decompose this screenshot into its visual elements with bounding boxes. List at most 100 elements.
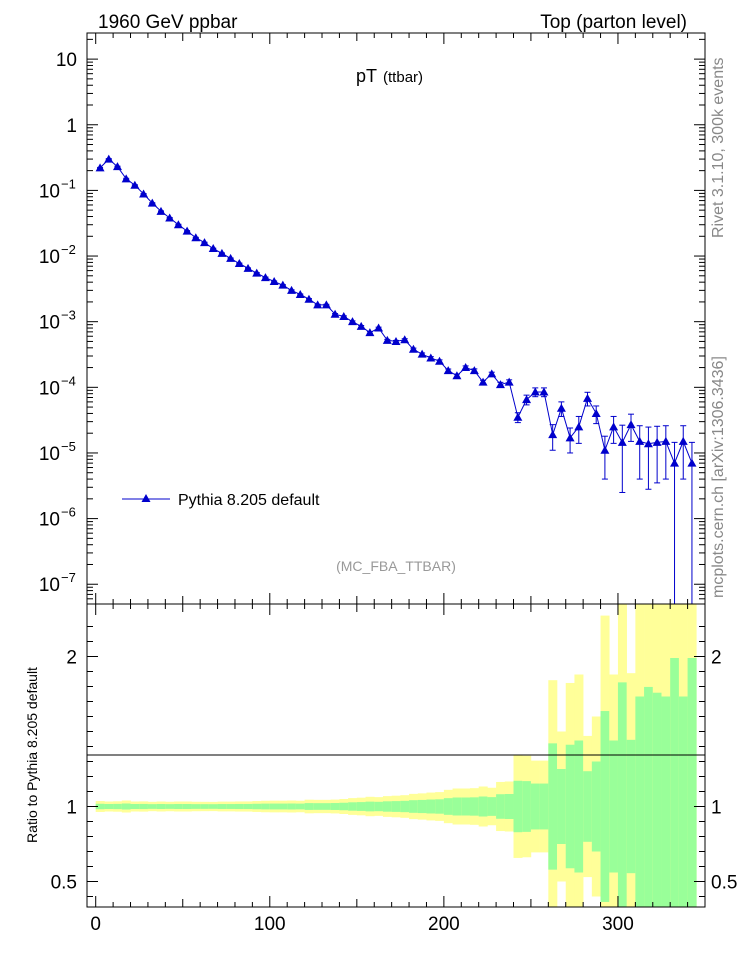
data-point xyxy=(556,403,566,412)
data-point xyxy=(104,154,114,163)
y-tick-exponent: −2 xyxy=(61,242,76,257)
y-tick-label: 1 xyxy=(66,116,77,137)
ratio-band-inner xyxy=(295,803,305,810)
data-point xyxy=(435,356,445,365)
ratio-band-inner xyxy=(374,801,384,812)
data-point xyxy=(452,371,462,380)
ratio-band-inner xyxy=(670,658,680,907)
ratio-band-inner xyxy=(304,803,314,810)
data-point xyxy=(243,263,253,272)
ratio-band-inner xyxy=(322,803,332,810)
data-point xyxy=(112,162,122,171)
ratio-band-inner xyxy=(557,769,567,844)
data-point xyxy=(609,422,619,431)
y-tick-label: 10 xyxy=(39,510,60,531)
ratio-band-inner xyxy=(504,794,514,819)
plot-title: pT (ttbar) xyxy=(356,66,423,86)
ratio-band-inner xyxy=(678,696,688,907)
data-point xyxy=(565,433,575,442)
ratio-band-inner xyxy=(130,804,140,809)
data-point xyxy=(182,226,192,235)
y-tick-label: 10 xyxy=(39,313,60,334)
ratio-band-inner xyxy=(269,803,279,810)
ratio-y-tick-label: 0.5 xyxy=(51,873,77,894)
ratio-band-inner xyxy=(461,797,471,816)
data-point xyxy=(217,248,227,257)
data-point xyxy=(226,253,236,262)
data-point xyxy=(200,238,210,247)
data-point xyxy=(139,189,149,198)
x-tick-label: 300 xyxy=(602,914,634,935)
data-point xyxy=(304,294,314,303)
data-point xyxy=(321,300,331,309)
data-point xyxy=(156,206,166,215)
ratio-band-inner xyxy=(356,802,366,811)
data-point xyxy=(530,387,540,396)
ratio-band-inner xyxy=(417,799,427,814)
data-point xyxy=(539,387,549,396)
ratio-band-inner xyxy=(530,783,540,830)
data-point xyxy=(522,395,532,404)
legend-label: Pythia 8.205 default xyxy=(178,492,320,509)
ratio-y-tick-label-right: 1 xyxy=(711,798,722,819)
ratio-band-inner xyxy=(330,803,340,810)
data-point xyxy=(208,244,218,253)
ratio-band-inner xyxy=(287,803,297,810)
data-point xyxy=(408,344,418,353)
data-point xyxy=(426,353,436,362)
data-point xyxy=(478,377,488,386)
data-point xyxy=(330,309,340,318)
mcplots-source-label: mcplots.cern.ch [arXiv:1306.3436] xyxy=(710,356,727,598)
data-point xyxy=(313,300,323,309)
data-point xyxy=(269,276,279,285)
process-label: Top (parton level) xyxy=(540,12,687,33)
data-point xyxy=(582,393,592,402)
data-point xyxy=(165,213,175,222)
data-point xyxy=(295,289,305,298)
ratio-band-inner xyxy=(234,803,244,810)
ratio-band-inner xyxy=(104,804,114,809)
data-point xyxy=(121,174,131,183)
ratio-band-inner xyxy=(409,800,419,813)
ratio-band-inner xyxy=(348,802,358,811)
data-point xyxy=(461,363,471,372)
data-point xyxy=(417,349,427,358)
ratio-band-inner xyxy=(469,797,479,816)
collision-label: 1960 GeV ppbar xyxy=(98,12,238,33)
data-point xyxy=(173,220,183,229)
ratio-band-inner xyxy=(208,804,218,809)
main-series xyxy=(95,154,697,604)
ratio-band-inner xyxy=(261,803,271,810)
data-point xyxy=(687,458,697,467)
data-point xyxy=(365,328,375,337)
ratio-band-inner xyxy=(339,802,349,811)
ratio-band-inner xyxy=(400,800,410,813)
x-tick-label: 0 xyxy=(90,914,101,935)
data-point xyxy=(147,198,157,207)
y-tick-exponent: −3 xyxy=(61,308,76,323)
data-point xyxy=(374,323,384,332)
ratio-y-tick-label: 2 xyxy=(66,648,77,669)
data-point xyxy=(400,335,410,344)
x-tick-label: 100 xyxy=(254,914,286,935)
ratio-band-inner xyxy=(382,801,392,812)
ratio-band-inner xyxy=(652,692,662,907)
data-point xyxy=(356,321,366,330)
legend: Pythia 8.205 default xyxy=(122,492,320,509)
ratio-ylabel: Ratio to Pythia 8.205 default xyxy=(24,667,40,843)
y-tick-exponent: −6 xyxy=(61,505,76,520)
ratio-plot-frame xyxy=(86,603,706,908)
data-point xyxy=(487,369,497,378)
data-point xyxy=(339,311,349,320)
data-point xyxy=(469,366,479,375)
rivet-version-label: Rivet 3.1.10, 300k events xyxy=(710,57,727,238)
y-tick-label: 10 xyxy=(39,378,60,399)
data-point xyxy=(278,280,288,289)
ratio-band-inner xyxy=(365,801,375,812)
data-point xyxy=(504,377,514,386)
ratio-band-inner xyxy=(513,780,523,833)
ratio-band-inner xyxy=(574,740,584,873)
ratio-band-inner xyxy=(278,803,288,810)
ratio-band-inner xyxy=(200,804,210,809)
data-point xyxy=(260,273,270,282)
